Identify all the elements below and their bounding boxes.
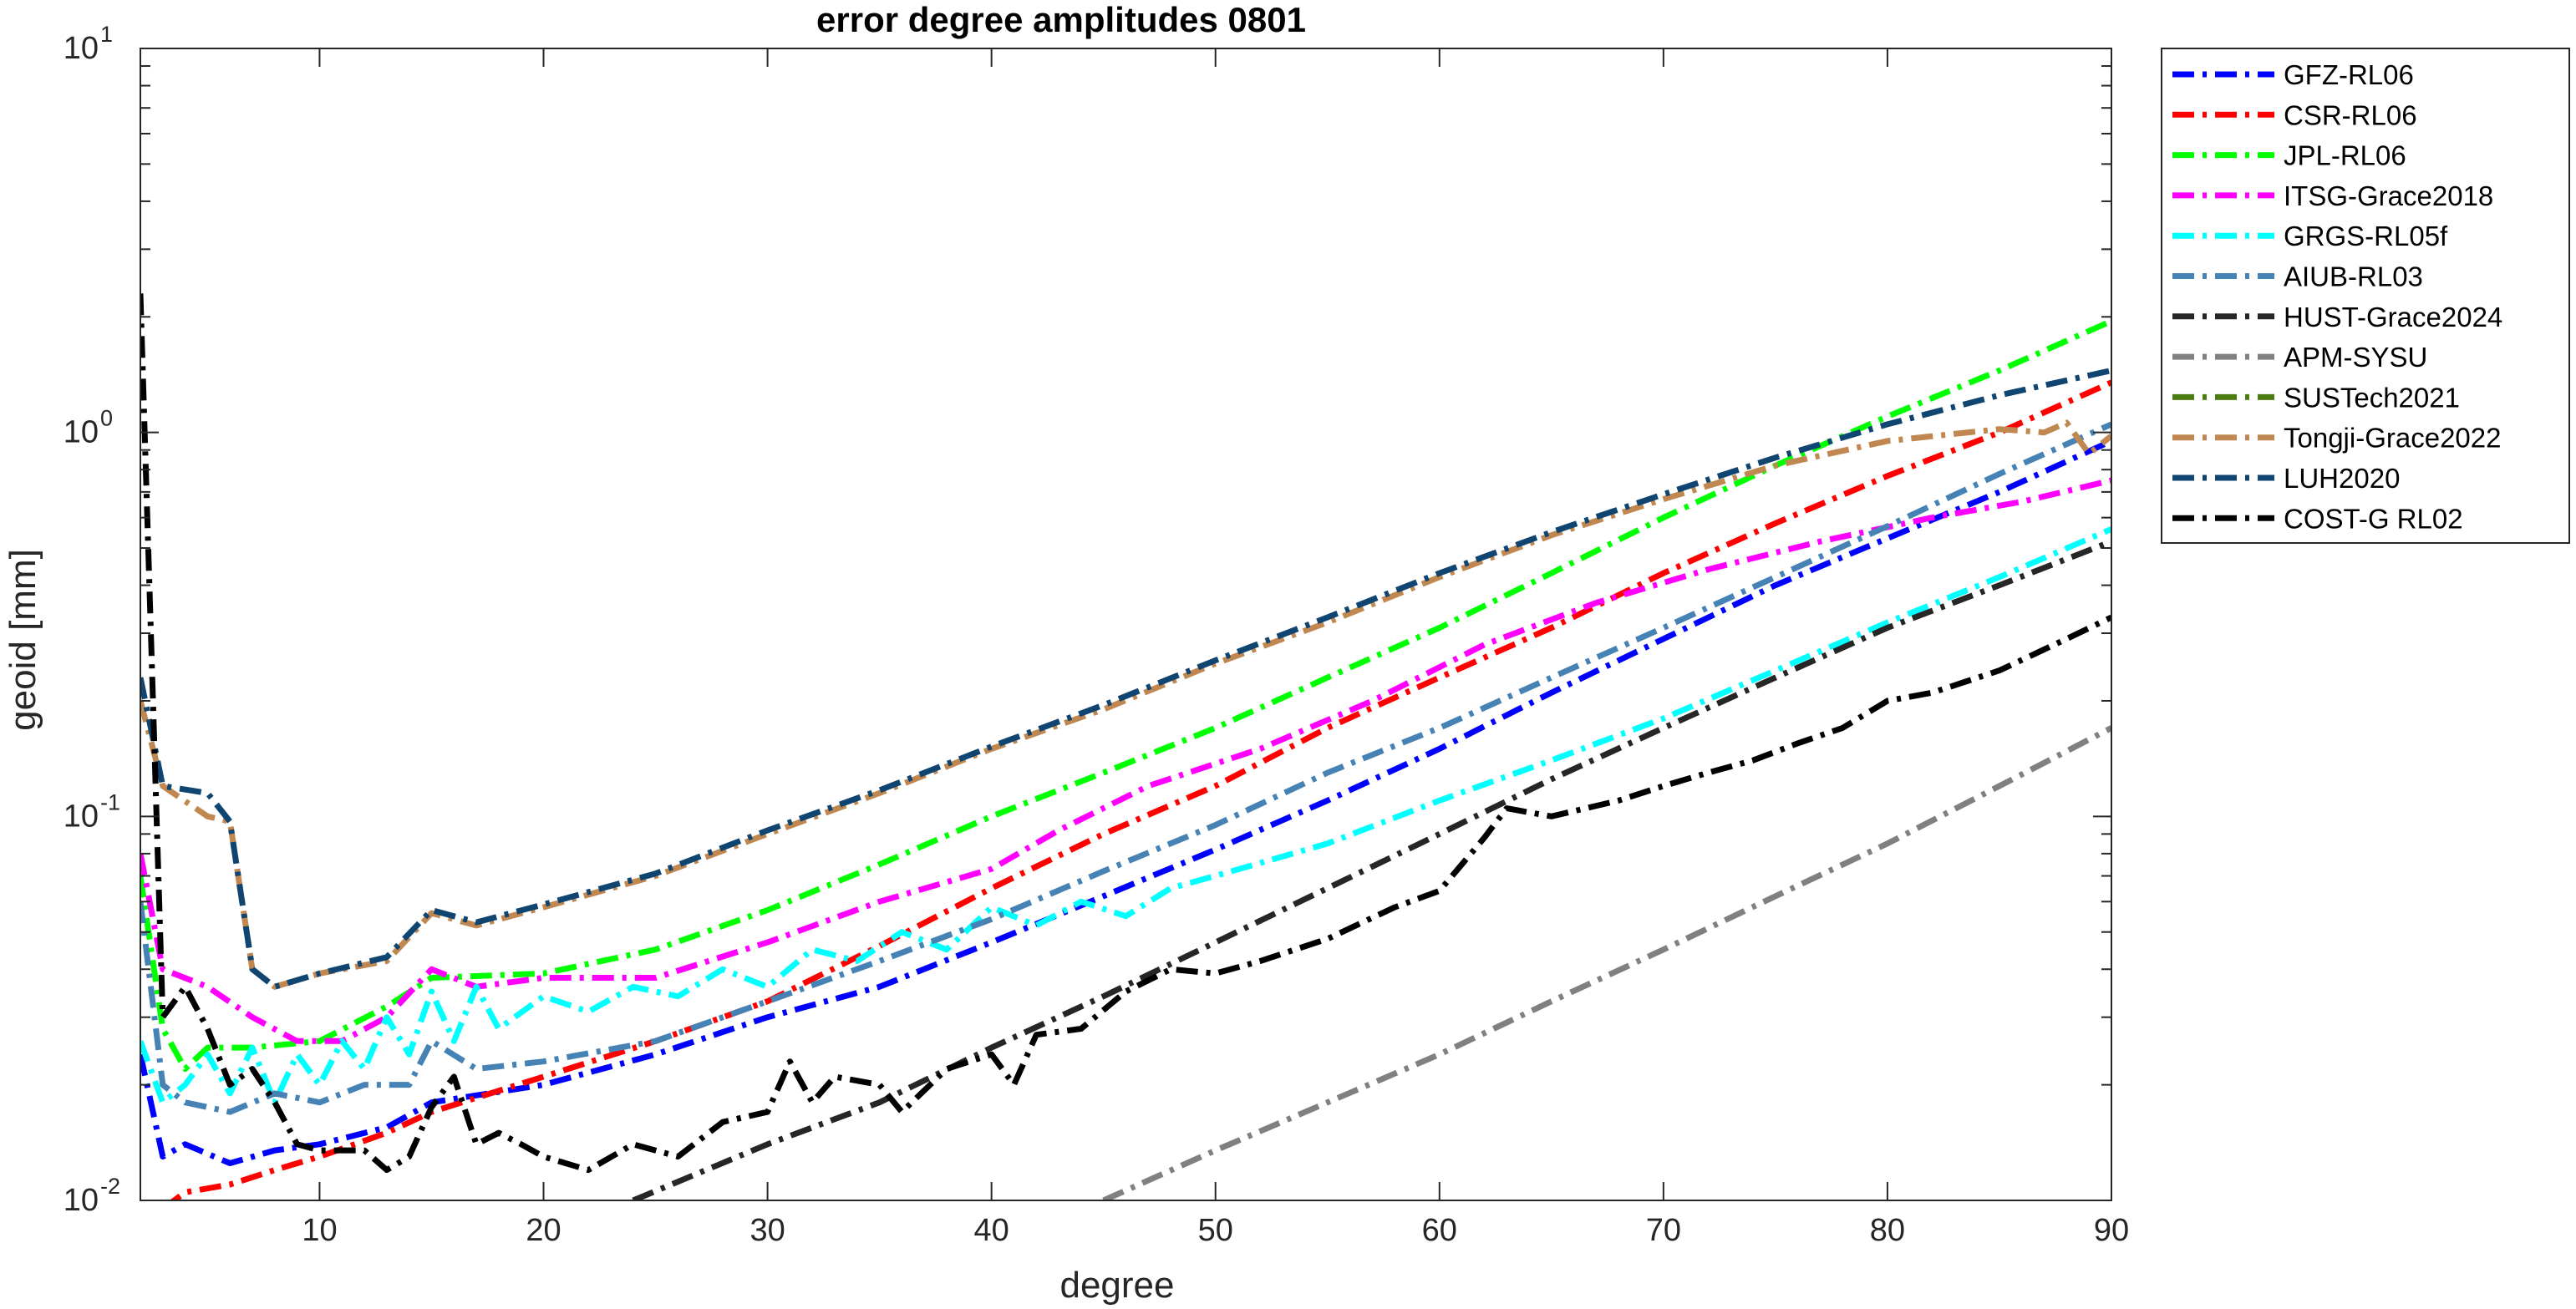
y-tick-label-exponent: -2: [100, 1174, 120, 1199]
y-tick-label-base: 10: [64, 799, 99, 834]
legend-entry: GRGS-RL05f: [2284, 221, 2448, 251]
legend-entry: AIUB-RL03: [2284, 261, 2423, 292]
legend-entry: CSR-RL06: [2284, 99, 2417, 130]
legend-entry: APM-SYSU: [2284, 342, 2427, 373]
legend-entry: HUST-Grace2024: [2284, 302, 2502, 332]
legend-entry: ITSG-Grace2018: [2284, 180, 2493, 211]
series-line-grgs-rl05f: [140, 526, 2111, 1106]
x-tick-label: 20: [526, 1213, 561, 1248]
x-axis-label: degree: [1059, 1265, 1174, 1306]
y-tick-label-exponent: -1: [100, 789, 120, 814]
series-line-aiub-rl03: [140, 421, 2111, 1115]
plot-area: [140, 48, 2112, 1201]
y-tick-label-base: 10: [64, 1183, 99, 1218]
series-line-apm-sysu: [1102, 725, 2111, 1200]
legend-entry: JPL-RL06: [2284, 140, 2406, 171]
series-layer: [140, 293, 2111, 1200]
legend-entry: COST-G RL02: [2284, 503, 2463, 534]
series-line-cost-g-rl02: [140, 293, 2111, 1174]
legend-box: [2161, 48, 2570, 544]
y-tick-label-exponent: 0: [100, 406, 113, 431]
x-tick-label: 40: [974, 1213, 1009, 1248]
x-tick-label: 50: [1198, 1213, 1233, 1248]
series-line-itsg-grace2018: [140, 477, 2111, 1044]
legend: GFZ-RL06 CSR-RL06 JPL-RL06 ITSG-Grace2018 GR…: [2161, 48, 2570, 544]
y-tick-label: 10: [64, 1183, 99, 1218]
series-line-gfz-rl06: [140, 438, 2111, 1166]
y-tick-label: 10: [64, 799, 99, 834]
y-axis-label: geoid [mm]: [3, 549, 43, 731]
x-tick-label: 80: [1870, 1213, 1905, 1248]
chart-title: error degree amplitudes 0801: [816, 0, 1306, 39]
series-line-luh2020: [140, 368, 2111, 990]
y-tick-label: 10: [64, 415, 99, 450]
x-tick-label: 30: [749, 1213, 785, 1248]
series-line-hust-grace2024: [632, 538, 2111, 1200]
y-tick-label-base: 10: [64, 415, 99, 450]
legend-entry: Tongji-Grace2022: [2284, 423, 2502, 454]
y-tick-label-base: 10: [64, 31, 99, 66]
series-line-jpl-rl06: [140, 318, 2111, 1073]
legend-entry: GFZ-RL06: [2284, 59, 2414, 90]
legend-entry: LUH2020: [2284, 463, 2400, 494]
series-line-csr-rl06: [169, 379, 2111, 1200]
x-tick-label: 90: [2094, 1213, 2129, 1248]
y-tick-label: 10: [64, 31, 99, 66]
y-tick-label-exponent: 1: [100, 22, 113, 47]
legend-entry: SUSTech2021: [2284, 382, 2460, 413]
x-tick-label: 70: [1646, 1213, 1681, 1248]
x-tick-label: 60: [1422, 1213, 1457, 1248]
x-tick-label: 10: [302, 1213, 337, 1248]
